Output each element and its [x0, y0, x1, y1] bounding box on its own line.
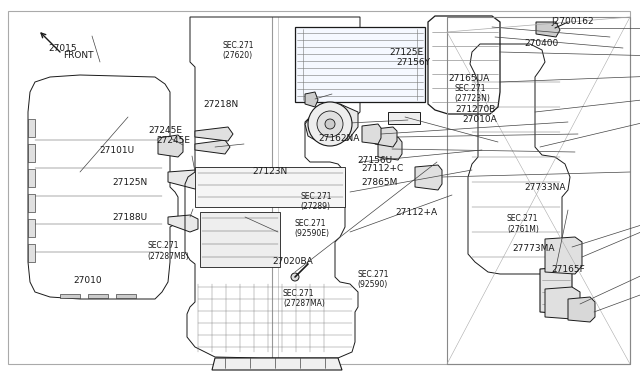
- Polygon shape: [540, 267, 572, 314]
- Text: 27112+C: 27112+C: [362, 164, 404, 173]
- Text: 27773MA: 27773MA: [512, 244, 554, 253]
- Polygon shape: [88, 294, 108, 298]
- Polygon shape: [212, 358, 342, 370]
- Polygon shape: [28, 144, 35, 162]
- Polygon shape: [545, 287, 580, 319]
- Text: FRONT: FRONT: [63, 51, 93, 61]
- Text: 27188U: 27188U: [112, 213, 147, 222]
- Text: 27245E: 27245E: [156, 136, 190, 145]
- Polygon shape: [28, 194, 35, 212]
- Polygon shape: [388, 112, 420, 124]
- Text: 27101U: 27101U: [99, 146, 134, 155]
- Text: 27020BA: 27020BA: [272, 257, 313, 266]
- Text: 271270B: 271270B: [456, 105, 496, 114]
- Text: 27125E: 27125E: [389, 48, 423, 57]
- Text: 27125N: 27125N: [112, 178, 147, 187]
- Polygon shape: [195, 127, 233, 141]
- Polygon shape: [28, 169, 35, 187]
- Polygon shape: [305, 92, 318, 107]
- Polygon shape: [28, 219, 35, 237]
- Polygon shape: [116, 294, 136, 298]
- Polygon shape: [200, 212, 280, 267]
- Text: SEC.271
(92590E): SEC.271 (92590E): [294, 219, 330, 238]
- Polygon shape: [378, 137, 402, 160]
- Polygon shape: [28, 244, 35, 262]
- Text: 27156U: 27156U: [357, 156, 392, 165]
- Polygon shape: [362, 124, 381, 144]
- Circle shape: [317, 111, 343, 137]
- Text: 27123N: 27123N: [253, 167, 288, 176]
- Text: 27010: 27010: [74, 276, 102, 285]
- Polygon shape: [168, 215, 198, 232]
- Polygon shape: [568, 297, 595, 322]
- Text: SEC.271
(2761M): SEC.271 (2761M): [507, 214, 539, 234]
- Circle shape: [325, 119, 335, 129]
- Polygon shape: [545, 237, 582, 274]
- Polygon shape: [305, 104, 358, 144]
- Circle shape: [291, 273, 299, 281]
- Polygon shape: [536, 22, 560, 37]
- Polygon shape: [295, 27, 425, 102]
- Text: SEC.271
(27289): SEC.271 (27289): [301, 192, 332, 211]
- Text: SEC.271
(27723N): SEC.271 (27723N): [454, 84, 490, 103]
- Text: 27165F: 27165F: [552, 265, 586, 274]
- Polygon shape: [375, 127, 397, 147]
- Text: 27865M: 27865M: [362, 178, 398, 187]
- Polygon shape: [168, 170, 203, 189]
- Polygon shape: [195, 140, 230, 154]
- Text: 27162NA: 27162NA: [319, 134, 360, 143]
- Text: 27015: 27015: [48, 44, 77, 53]
- Text: 27010A: 27010A: [462, 115, 497, 124]
- Text: 27112+A: 27112+A: [396, 208, 438, 217]
- Text: 27245E: 27245E: [148, 126, 182, 135]
- Text: SEC.271
(27287MB): SEC.271 (27287MB): [147, 241, 189, 261]
- Polygon shape: [195, 167, 345, 207]
- Text: SEC.271
(27287MA): SEC.271 (27287MA): [283, 289, 324, 308]
- Circle shape: [308, 102, 352, 146]
- Polygon shape: [415, 165, 442, 190]
- Text: 27165UA: 27165UA: [448, 74, 489, 83]
- Text: 27218N: 27218N: [204, 100, 239, 109]
- Text: J2700162: J2700162: [552, 17, 595, 26]
- Polygon shape: [60, 294, 80, 298]
- Text: 27733NA: 27733NA: [525, 183, 566, 192]
- Text: 270400: 270400: [525, 39, 559, 48]
- Polygon shape: [28, 119, 35, 137]
- Text: SEC.271
(27620): SEC.271 (27620): [223, 41, 254, 60]
- Text: 27156Y: 27156Y: [397, 58, 431, 67]
- Polygon shape: [158, 135, 183, 157]
- Text: SEC.271
(92590): SEC.271 (92590): [357, 270, 388, 289]
